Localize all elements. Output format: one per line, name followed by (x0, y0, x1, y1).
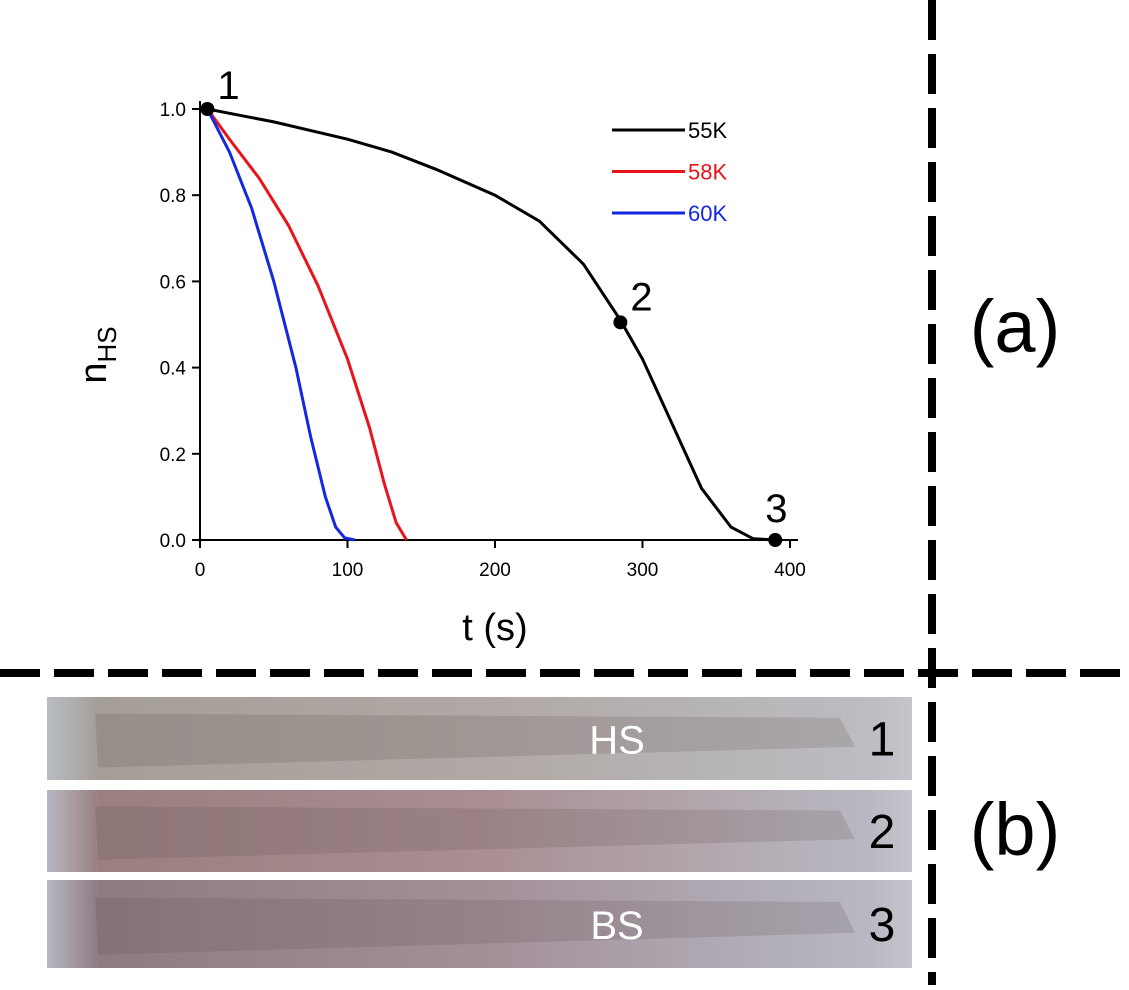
photo-number: 2 (869, 806, 896, 859)
x-tick-label: 100 (332, 560, 364, 581)
panel-label: (b) (970, 788, 1060, 871)
legend-label: 55K (688, 118, 727, 143)
crystal (95, 806, 855, 860)
x-tick-label: 0 (195, 560, 206, 581)
y-axis-title: nHS (73, 326, 122, 383)
state-point (613, 315, 628, 330)
photo-state-label: BS (590, 904, 643, 948)
y-tick-label: 0.4 (160, 359, 187, 380)
crystal (95, 713, 855, 768)
photo-number: 3 (869, 899, 896, 952)
data-line (206, 108, 356, 542)
y-axis-title-sub: HS (92, 326, 122, 362)
x-tick-label: 200 (479, 560, 511, 581)
panel-label: (a) (970, 285, 1060, 368)
x-tick-label: 400 (774, 560, 806, 581)
crystal (95, 897, 855, 955)
state-point-label: 1 (217, 64, 239, 108)
y-tick-label: 1.0 (160, 100, 186, 121)
photo-number: 1 (869, 714, 896, 767)
y-tick-label: 0.2 (160, 445, 186, 466)
state-point-label: 2 (630, 275, 652, 319)
data-line (206, 108, 408, 541)
photo (47, 880, 912, 968)
photo-state-label: HS (589, 719, 645, 763)
state-point (200, 102, 215, 116)
y-axis-title-main: n (73, 362, 115, 383)
y-tick-label: 0.0 (160, 531, 186, 552)
legend-label: 58K (688, 160, 727, 185)
y-tick-label: 0.6 (160, 272, 186, 293)
x-axis-title: t (s) (462, 607, 527, 649)
y-tick-label: 0.8 (160, 186, 186, 207)
data-line (207, 107, 776, 542)
state-point-label: 3 (765, 487, 787, 531)
legend-label: 60K (688, 201, 727, 226)
x-tick-label: 300 (627, 560, 659, 581)
state-point (768, 533, 783, 547)
photo (47, 790, 912, 872)
photo (47, 697, 912, 780)
